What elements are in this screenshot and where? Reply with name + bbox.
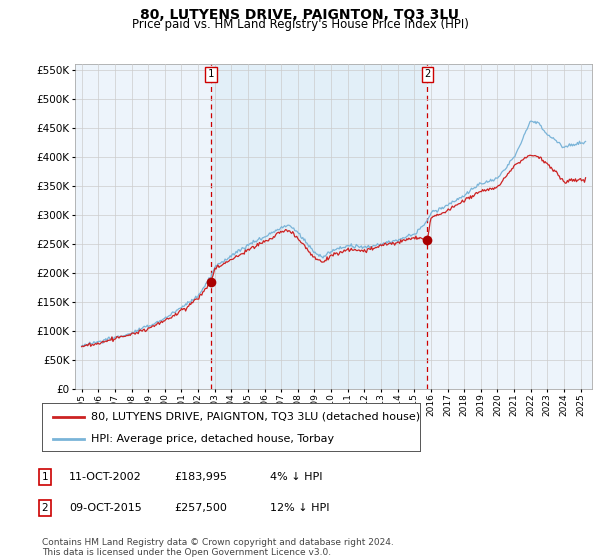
Text: Price paid vs. HM Land Registry's House Price Index (HPI): Price paid vs. HM Land Registry's House …	[131, 18, 469, 31]
Text: 11-OCT-2002: 11-OCT-2002	[69, 472, 142, 482]
Text: 12% ↓ HPI: 12% ↓ HPI	[270, 503, 329, 513]
Text: HPI: Average price, detached house, Torbay: HPI: Average price, detached house, Torb…	[91, 434, 334, 444]
Text: 80, LUTYENS DRIVE, PAIGNTON, TQ3 3LU: 80, LUTYENS DRIVE, PAIGNTON, TQ3 3LU	[140, 8, 460, 22]
Text: 1: 1	[41, 472, 49, 482]
Text: 80, LUTYENS DRIVE, PAIGNTON, TQ3 3LU (detached house): 80, LUTYENS DRIVE, PAIGNTON, TQ3 3LU (de…	[91, 412, 420, 422]
Text: 4% ↓ HPI: 4% ↓ HPI	[270, 472, 323, 482]
Text: Contains HM Land Registry data © Crown copyright and database right 2024.
This d: Contains HM Land Registry data © Crown c…	[42, 538, 394, 557]
Text: 1: 1	[208, 69, 214, 80]
Bar	[211, 64, 427, 389]
Text: 2: 2	[41, 503, 49, 513]
Text: £183,995: £183,995	[174, 472, 227, 482]
Text: 09-OCT-2015: 09-OCT-2015	[69, 503, 142, 513]
Text: 2: 2	[424, 69, 431, 80]
Text: £257,500: £257,500	[174, 503, 227, 513]
